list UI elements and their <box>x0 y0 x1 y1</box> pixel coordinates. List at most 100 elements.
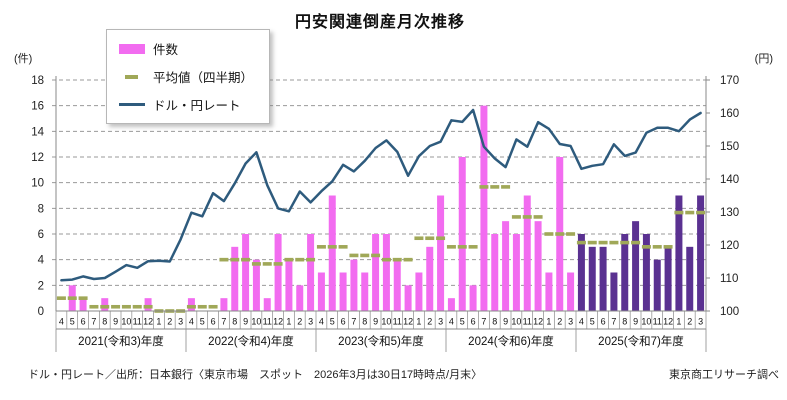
legend-label: ドル・円レート <box>153 99 241 113</box>
quarter-average-dash <box>587 240 597 245</box>
count-bar <box>274 234 282 311</box>
quarter-average-dash <box>555 232 565 236</box>
svg-text:3: 3 <box>568 317 573 327</box>
svg-text:110: 110 <box>720 273 738 285</box>
svg-text:4: 4 <box>319 317 324 327</box>
svg-text:4: 4 <box>579 317 584 327</box>
quarter-average-dash <box>511 215 521 219</box>
quarter-average-dash <box>468 245 478 249</box>
count-bar <box>285 259 293 311</box>
quarter-average-dash <box>251 262 261 266</box>
svg-text:1: 1 <box>676 317 681 327</box>
svg-text:10: 10 <box>641 317 651 327</box>
quarter-average-dash <box>100 304 110 309</box>
svg-text:18: 18 <box>31 75 44 87</box>
count-bar <box>79 298 87 311</box>
count-bar <box>296 285 304 311</box>
quarter-average-dash <box>381 257 391 262</box>
quarter-average-dash <box>306 257 316 262</box>
svg-text:10: 10 <box>251 317 261 327</box>
svg-text:12: 12 <box>533 317 543 327</box>
quarter-average-dash <box>457 245 467 249</box>
svg-text:3: 3 <box>438 317 443 327</box>
count-bar <box>382 234 390 311</box>
svg-text:4: 4 <box>189 317 194 327</box>
svg-text:5: 5 <box>70 317 75 327</box>
count-bar <box>317 272 325 311</box>
count-bar <box>187 298 195 311</box>
svg-text:1: 1 <box>156 317 161 327</box>
fiscal-year-label: 2022(令和4)年度 <box>208 334 294 348</box>
svg-text:8: 8 <box>232 317 237 327</box>
quarter-average-dash <box>576 240 586 245</box>
count-bar <box>545 272 553 311</box>
quarter-average-dash <box>273 262 283 266</box>
count-bar <box>512 234 520 311</box>
svg-text:1: 1 <box>546 317 551 327</box>
svg-text:2: 2 <box>38 280 44 292</box>
svg-text:12: 12 <box>403 317 413 327</box>
count-bar <box>534 221 542 311</box>
svg-text:150: 150 <box>720 141 739 153</box>
svg-text:10: 10 <box>511 317 521 327</box>
chart-title: 円安関連倒産月次推移 <box>294 14 465 31</box>
quarter-average-dash <box>674 210 684 215</box>
svg-text:11: 11 <box>133 317 142 327</box>
quarter-average-dash <box>414 236 424 241</box>
legend-label: 件数 <box>153 43 179 57</box>
quarter-average-dash <box>219 257 229 262</box>
svg-text:8: 8 <box>492 317 497 327</box>
dash-swatch-icon <box>125 74 138 79</box>
quarter-average-dash <box>609 240 619 245</box>
svg-text:7: 7 <box>351 317 356 327</box>
svg-text:11: 11 <box>523 317 532 327</box>
svg-text:5: 5 <box>200 317 205 327</box>
left-axis-ticks: 0 2 4 6 8 10 12 14 16 18 <box>31 75 44 318</box>
count-bar <box>404 285 412 311</box>
legend-label: 平均値（四半期） <box>153 71 254 85</box>
count-bar <box>426 246 434 311</box>
count-bar <box>393 259 401 311</box>
count-bar <box>220 298 228 311</box>
quarter-average-dash <box>533 215 543 219</box>
count-bar <box>686 246 694 311</box>
svg-text:9: 9 <box>113 317 118 327</box>
quarter-average-dash <box>620 240 630 245</box>
svg-text:6: 6 <box>81 317 86 327</box>
svg-text:8: 8 <box>622 317 627 327</box>
quarter-average-dash <box>56 296 66 300</box>
legend-item-fx-rate: ドル・円レート <box>119 95 253 114</box>
quarter-average-dash <box>360 253 370 258</box>
count-bar <box>144 298 152 311</box>
year-axis: 2021(令和3)年度 2022(令和4)年度 2023(令和5)年度 2024(令和… <box>55 329 707 352</box>
count-bar <box>252 259 260 311</box>
count-bar <box>339 272 347 311</box>
count-bar <box>588 246 596 311</box>
count-bar <box>675 195 683 311</box>
svg-text:6: 6 <box>38 229 44 241</box>
svg-text:120: 120 <box>720 240 739 252</box>
quarter-average-dash <box>67 296 77 300</box>
quarter-average-dash <box>143 304 153 309</box>
svg-text:7: 7 <box>611 317 616 327</box>
quarter-average-dash <box>696 210 706 215</box>
svg-text:2: 2 <box>557 317 562 327</box>
count-bar <box>621 234 629 311</box>
svg-text:3: 3 <box>308 317 313 327</box>
quarter-average-dash <box>631 240 641 245</box>
svg-text:1: 1 <box>416 317 421 327</box>
quarter-average-dash <box>685 210 695 215</box>
svg-text:7: 7 <box>91 317 96 327</box>
quarter-average-dash <box>446 245 456 249</box>
quarter-average-dash <box>327 245 337 249</box>
svg-text:6: 6 <box>341 317 346 327</box>
svg-text:130: 130 <box>720 207 739 219</box>
svg-text:14: 14 <box>31 126 44 138</box>
svg-text:2: 2 <box>427 317 432 327</box>
count-bar <box>350 259 358 311</box>
legend-item-quarter-average: 平均値（四半期） <box>119 67 253 86</box>
quarter-average-dash <box>338 245 348 249</box>
svg-text:12: 12 <box>663 317 673 327</box>
count-bar <box>415 272 423 311</box>
